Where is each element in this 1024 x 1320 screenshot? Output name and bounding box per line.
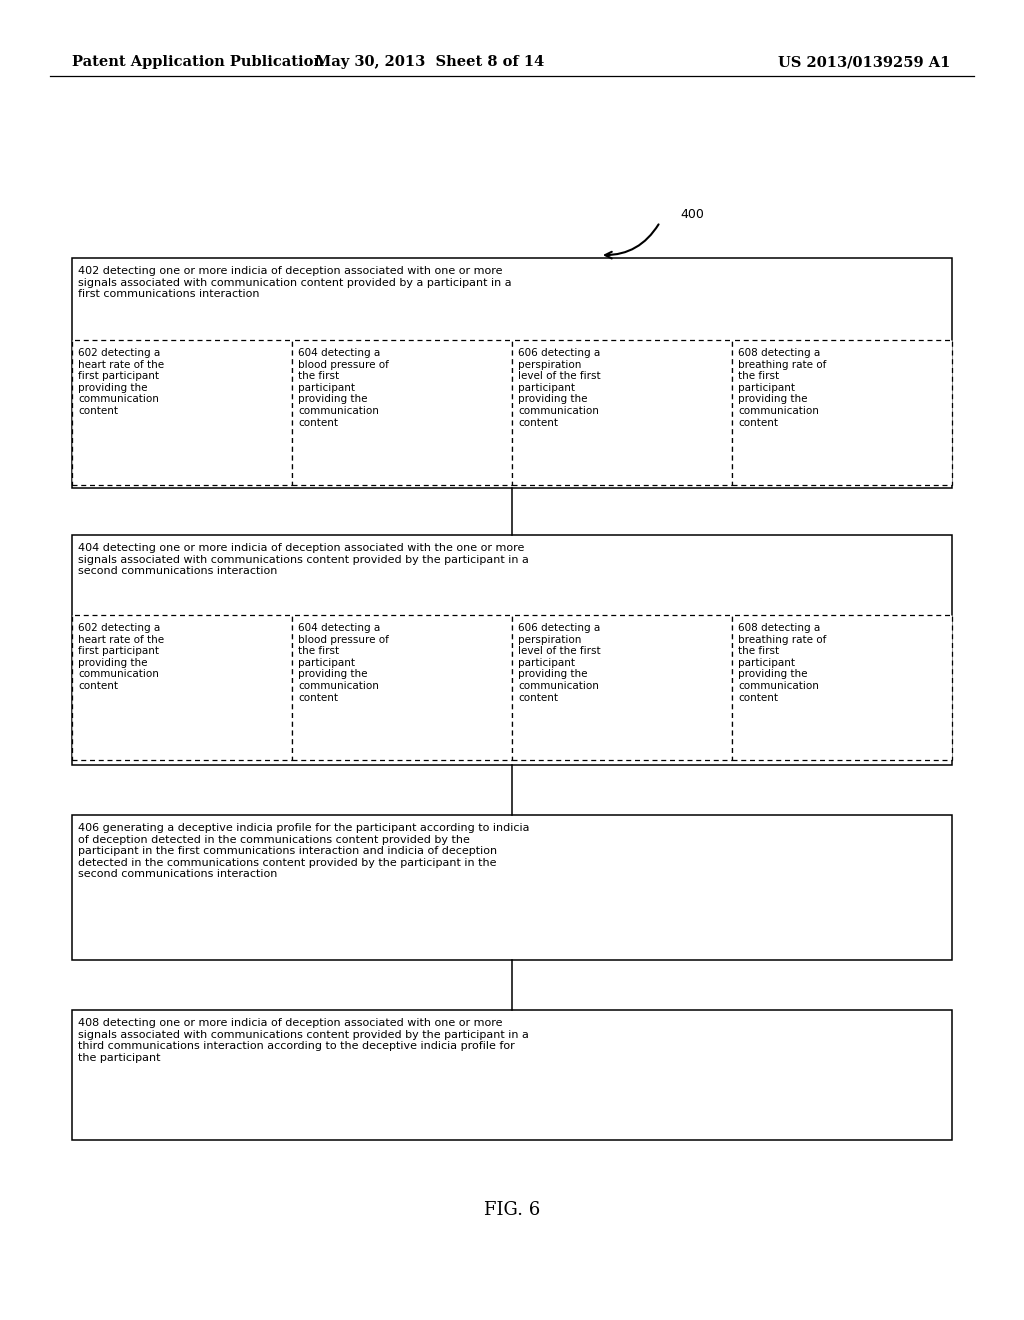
Text: 404 detecting one or more indicia of deception associated with the one or more
s: 404 detecting one or more indicia of dec… bbox=[78, 543, 528, 577]
Text: 402 detecting one or more indicia of deception associated with one or more
signa: 402 detecting one or more indicia of dec… bbox=[78, 267, 512, 300]
Bar bbox=[72, 257, 952, 488]
Bar bbox=[72, 615, 292, 760]
Bar bbox=[72, 1010, 952, 1140]
Text: May 30, 2013  Sheet 8 of 14: May 30, 2013 Sheet 8 of 14 bbox=[315, 55, 545, 69]
Bar bbox=[72, 535, 952, 766]
Text: 408 detecting one or more indicia of deception associated with one or more
signa: 408 detecting one or more indicia of dec… bbox=[78, 1018, 528, 1063]
Bar bbox=[512, 341, 732, 484]
Bar bbox=[72, 341, 292, 484]
Bar bbox=[72, 814, 952, 960]
Text: 604 detecting a
blood pressure of
the first
participant
providing the
communicat: 604 detecting a blood pressure of the fi… bbox=[298, 348, 389, 428]
Text: 406 generating a deceptive indicia profile for the participant according to indi: 406 generating a deceptive indicia profi… bbox=[78, 822, 529, 879]
Text: 602 detecting a
heart rate of the
first participant
providing the
communication
: 602 detecting a heart rate of the first … bbox=[78, 348, 164, 416]
Text: 608 detecting a
breathing rate of
the first
participant
providing the
communicat: 608 detecting a breathing rate of the fi… bbox=[738, 348, 826, 428]
Text: 606 detecting a
perspiration
level of the first
participant
providing the
commun: 606 detecting a perspiration level of th… bbox=[518, 348, 601, 428]
Text: 604 detecting a
blood pressure of
the first
participant
providing the
communicat: 604 detecting a blood pressure of the fi… bbox=[298, 623, 389, 702]
Text: Patent Application Publication: Patent Application Publication bbox=[72, 55, 324, 69]
Text: 602 detecting a
heart rate of the
first participant
providing the
communication
: 602 detecting a heart rate of the first … bbox=[78, 623, 164, 690]
FancyArrowPatch shape bbox=[605, 224, 658, 259]
Text: 400: 400 bbox=[680, 209, 703, 222]
Bar bbox=[732, 341, 952, 484]
Bar bbox=[512, 615, 732, 760]
Bar bbox=[292, 615, 512, 760]
Bar bbox=[732, 615, 952, 760]
Text: 608 detecting a
breathing rate of
the first
participant
providing the
communicat: 608 detecting a breathing rate of the fi… bbox=[738, 623, 826, 702]
Text: US 2013/0139259 A1: US 2013/0139259 A1 bbox=[777, 55, 950, 69]
Text: FIG. 6: FIG. 6 bbox=[484, 1201, 540, 1218]
Text: 606 detecting a
perspiration
level of the first
participant
providing the
commun: 606 detecting a perspiration level of th… bbox=[518, 623, 601, 702]
Bar bbox=[292, 341, 512, 484]
